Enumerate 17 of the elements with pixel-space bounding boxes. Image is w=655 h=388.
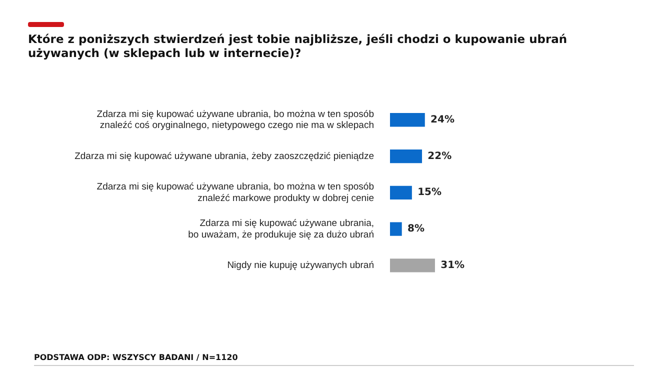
bar <box>390 113 425 127</box>
text: Które z poniższych stwierdzeń jest tobie najbliższe, jeśli chodzi o kupowanie ubrań używanych (w sklepach lub w internecie)? <box>28 32 568 60</box>
y-tick-label: Nigdy nie kupuję używanych ubrań <box>227 260 374 272</box>
bar <box>390 186 412 200</box>
data-label: 31% <box>440 260 465 272</box>
y-tick-label: Zdarza mi się kupować używane ubrania, bo uważam, że produkuje się za dużo ubrań <box>188 218 374 240</box>
bar <box>390 222 402 236</box>
bar <box>390 258 435 272</box>
data-label: 8% <box>408 224 425 235</box>
data-label: 15% <box>418 187 442 198</box>
text: PODSTAWA ODP: WSZYSCY BADANI / N=1120 <box>34 353 634 366</box>
data-label: 24% <box>430 114 454 126</box>
y-tick-label: Zdarza mi się kupować używane ubrania, bo można w ten sposób znaleźć coś oryginalnego, nietypowego czego nie ma w sklepach <box>96 108 374 132</box>
y-tick-label: Zdarza mi się kupować używane ubrania, żeby zaoszczędzić pieniądze <box>74 150 374 162</box>
data-label: 22% <box>428 150 452 162</box>
y-tick-label: Zdarza mi się kupować używane ubrania, bo można w ten sposób znaleźć markowe produkty w dobrej cenie <box>96 182 374 204</box>
bar <box>390 149 422 164</box>
